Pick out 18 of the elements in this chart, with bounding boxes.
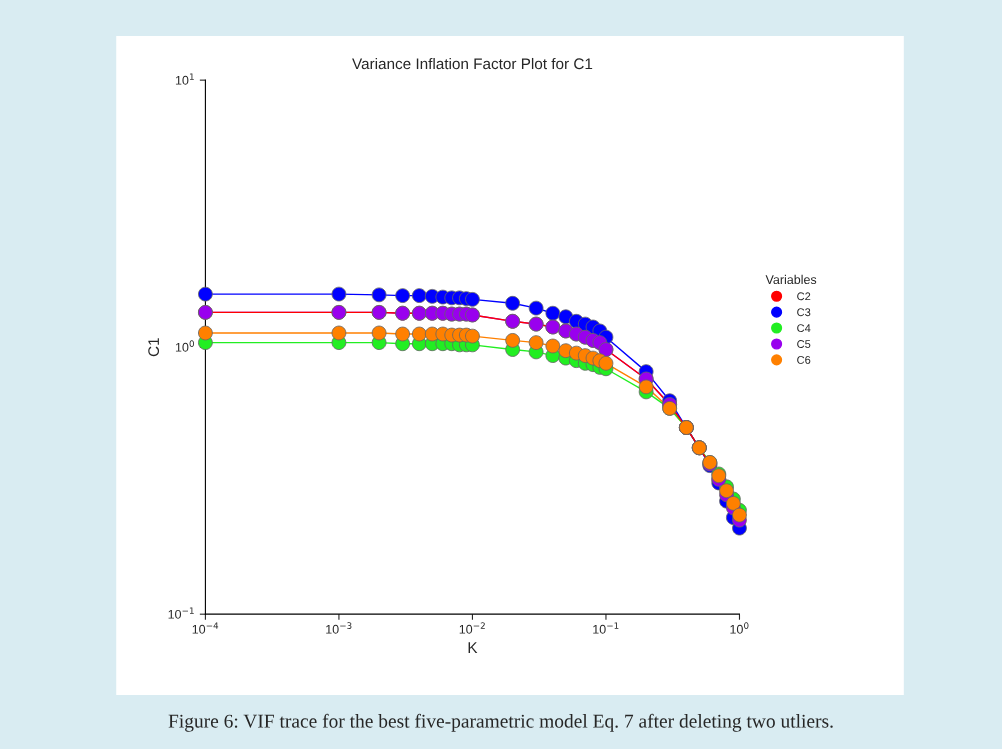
legend-label: C4 [797, 324, 811, 333]
x-tick-label: 10$^{−1}$ [593, 622, 619, 634]
chart-title: Variance Inflation Factor Plot for C1 [352, 57, 593, 70]
legend-label: C5 [797, 340, 811, 348]
legend-label: C2 [797, 292, 811, 301]
x-tick-label: 10$^{−4}$ [192, 622, 219, 634]
legend-label: C3 [797, 308, 811, 317]
x-axis-title: K [468, 642, 478, 653]
y-tick-label: 10$^{1}$ [175, 73, 194, 85]
caption: Figure 6: VIF trace for the best five-parametric model Eq. 7 after deleting two utliers. [168, 713, 833, 732]
x-tick-label: 10$^{−3}$ [326, 622, 352, 634]
x-tick-label: 10$^{0}$ [730, 622, 749, 634]
y-tick-label: 10$^{0}$ [175, 340, 194, 352]
y-tick-label: 10$^{−1}$ [168, 607, 194, 619]
legend-label: C6 [797, 356, 811, 364]
legend-title: Variables [765, 274, 817, 285]
y-axis-title: C1 [148, 338, 160, 357]
x-tick-label: 10$^{−2}$ [459, 622, 485, 634]
